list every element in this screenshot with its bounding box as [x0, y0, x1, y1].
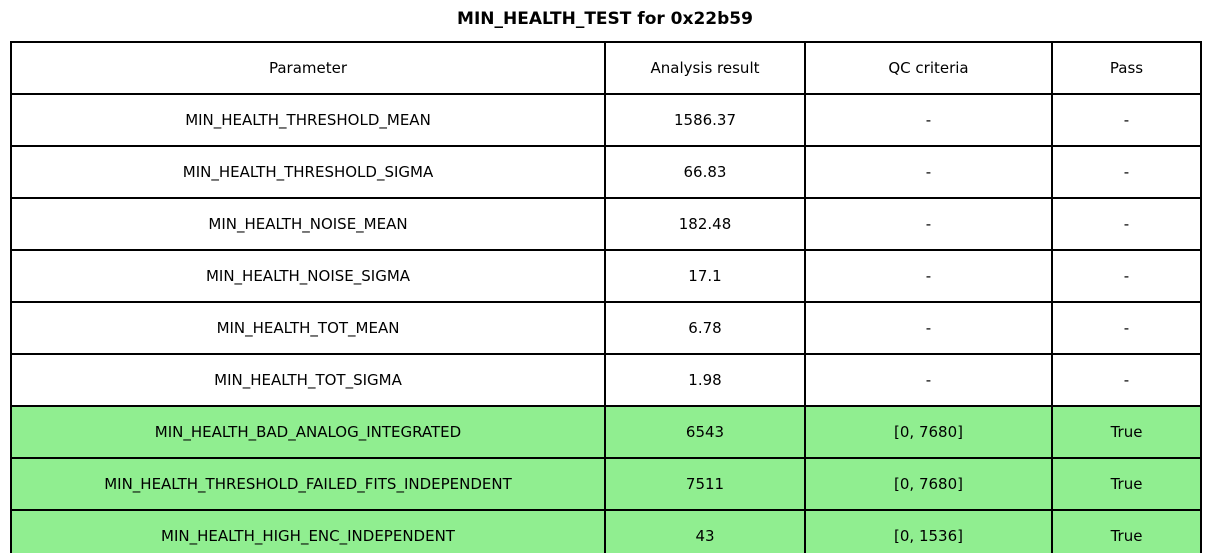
column-header-analysis-result: Analysis result	[604, 41, 806, 95]
table-header-row: Parameter Analysis result QC criteria Pa…	[10, 41, 1202, 95]
qc-results-table: Parameter Analysis result QC criteria Pa…	[10, 41, 1202, 553]
cell-pass: -	[1051, 197, 1202, 251]
cell-qc-criteria: [0, 7680]	[804, 405, 1053, 459]
cell-pass: -	[1051, 301, 1202, 355]
page-title: MIN_HEALTH_TEST for 0x22b59	[457, 9, 753, 29]
cell-parameter: MIN_HEALTH_THRESHOLD_SIGMA	[10, 145, 606, 199]
table-row-pass: MIN_HEALTH_BAD_ANALOG_INTEGRATED 6543 [0…	[10, 405, 1202, 459]
cell-analysis-result: 6.78	[604, 301, 806, 355]
table-row: MIN_HEALTH_TOT_SIGMA 1.98 - -	[10, 353, 1202, 407]
cell-pass: True	[1051, 405, 1202, 459]
column-header-parameter: Parameter	[10, 41, 606, 95]
cell-qc-criteria: -	[804, 249, 1053, 303]
cell-parameter: MIN_HEALTH_TOT_SIGMA	[10, 353, 606, 407]
cell-parameter: MIN_HEALTH_NOISE_SIGMA	[10, 249, 606, 303]
cell-pass: True	[1051, 509, 1202, 553]
cell-parameter: MIN_HEALTH_THRESHOLD_FAILED_FITS_INDEPEN…	[10, 457, 606, 511]
cell-analysis-result: 17.1	[604, 249, 806, 303]
cell-pass: True	[1051, 457, 1202, 511]
column-header-qc-criteria: QC criteria	[804, 41, 1053, 95]
cell-parameter: MIN_HEALTH_HIGH_ENC_INDEPENDENT	[10, 509, 606, 553]
cell-pass: -	[1051, 145, 1202, 199]
table-row: MIN_HEALTH_NOISE_SIGMA 17.1 - -	[10, 249, 1202, 303]
cell-qc-criteria: -	[804, 353, 1053, 407]
cell-qc-criteria: [0, 1536]	[804, 509, 1053, 553]
table-row-pass: MIN_HEALTH_HIGH_ENC_INDEPENDENT 43 [0, 1…	[10, 509, 1202, 553]
cell-pass: -	[1051, 353, 1202, 407]
cell-parameter: MIN_HEALTH_BAD_ANALOG_INTEGRATED	[10, 405, 606, 459]
table-row: MIN_HEALTH_THRESHOLD_SIGMA 66.83 - -	[10, 145, 1202, 199]
cell-analysis-result: 66.83	[604, 145, 806, 199]
column-header-pass: Pass	[1051, 41, 1202, 95]
cell-analysis-result: 182.48	[604, 197, 806, 251]
cell-pass: -	[1051, 249, 1202, 303]
cell-parameter: MIN_HEALTH_THRESHOLD_MEAN	[10, 93, 606, 147]
cell-qc-criteria: -	[804, 197, 1053, 251]
table-row-pass: MIN_HEALTH_THRESHOLD_FAILED_FITS_INDEPEN…	[10, 457, 1202, 511]
cell-qc-criteria: -	[804, 93, 1053, 147]
cell-analysis-result: 7511	[604, 457, 806, 511]
cell-parameter: MIN_HEALTH_TOT_MEAN	[10, 301, 606, 355]
table-row: MIN_HEALTH_TOT_MEAN 6.78 - -	[10, 301, 1202, 355]
cell-qc-criteria: [0, 7680]	[804, 457, 1053, 511]
cell-parameter: MIN_HEALTH_NOISE_MEAN	[10, 197, 606, 251]
cell-analysis-result: 43	[604, 509, 806, 553]
table-row: MIN_HEALTH_THRESHOLD_MEAN 1586.37 - -	[10, 93, 1202, 147]
cell-qc-criteria: -	[804, 145, 1053, 199]
cell-analysis-result: 6543	[604, 405, 806, 459]
cell-analysis-result: 1586.37	[604, 93, 806, 147]
cell-analysis-result: 1.98	[604, 353, 806, 407]
cell-qc-criteria: -	[804, 301, 1053, 355]
cell-pass: -	[1051, 93, 1202, 147]
table-row: MIN_HEALTH_NOISE_MEAN 182.48 - -	[10, 197, 1202, 251]
